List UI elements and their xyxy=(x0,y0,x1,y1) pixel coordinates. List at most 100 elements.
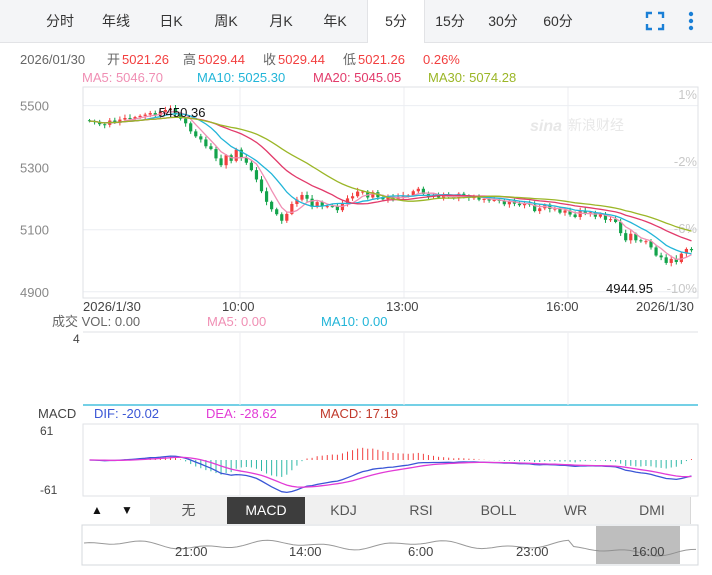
high-annotation: 5450.36 xyxy=(158,105,205,120)
indicator-up-button[interactable]: ▲ xyxy=(82,497,112,524)
ohlc-field: 高 xyxy=(183,52,196,67)
navigator-window[interactable] xyxy=(596,526,680,564)
candle xyxy=(335,203,339,213)
ohlc-field: 5021.26 xyxy=(122,52,169,67)
indicator-macd[interactable]: MACD xyxy=(227,497,306,524)
price-tick-2: 5100 xyxy=(20,223,49,238)
candle xyxy=(194,129,198,138)
macd-dea-line xyxy=(89,456,692,488)
candle xyxy=(310,194,314,210)
indicator-boll[interactable]: BOLL xyxy=(460,497,538,524)
candle xyxy=(209,143,213,151)
ohlc-legend: 2026/01/30 开 5021.26 高 5029.44 收 5029.44 低 5021.… xyxy=(20,52,460,67)
candle xyxy=(239,147,243,161)
svg-text:新浪财经: 新浪财经 xyxy=(568,117,624,133)
candle xyxy=(644,239,648,245)
x-tick-3: 16:00 xyxy=(546,299,579,314)
candle xyxy=(229,153,233,164)
tab-8[interactable]: 15分 xyxy=(435,13,465,29)
indicator-kdj[interactable]: KDJ xyxy=(305,497,383,524)
candle xyxy=(664,254,668,265)
candle xyxy=(416,186,420,195)
indicator-dmi[interactable]: DMI xyxy=(614,497,691,524)
ohlc-field: 5029.44 xyxy=(198,52,245,67)
tab-10[interactable]: 60分 xyxy=(543,13,573,29)
fullscreen-icon[interactable] xyxy=(644,10,666,32)
tab-9[interactable]: 30分 xyxy=(488,13,518,29)
nav-tick-3: 23:00 xyxy=(516,544,549,559)
candle xyxy=(199,133,203,143)
nav-tick-4: 16:00 xyxy=(632,544,665,559)
macd-tick-bottom: -61 xyxy=(40,483,58,497)
indicator-rsi[interactable]: RSI xyxy=(382,497,461,524)
price-tick-0: 5500 xyxy=(20,99,49,114)
candle xyxy=(214,145,218,162)
candle xyxy=(679,252,683,264)
time-navigator[interactable] xyxy=(81,524,699,566)
pct-tick-2: -6% xyxy=(674,221,698,236)
candle xyxy=(264,187,269,206)
nav-tick-1: 14:00 xyxy=(289,544,322,559)
indicator-down-button[interactable]: ▼ xyxy=(112,497,142,524)
vol-ma10-legend: MA10: 0.00 xyxy=(321,314,388,329)
price-tick-3: 4900 xyxy=(20,285,49,300)
candle xyxy=(128,114,132,120)
candle xyxy=(300,191,304,202)
candle xyxy=(629,230,633,244)
more-vertical-icon[interactable] xyxy=(680,10,702,32)
candle xyxy=(219,154,223,168)
candle xyxy=(421,186,425,196)
candle xyxy=(173,104,178,117)
candle xyxy=(249,159,253,172)
candle xyxy=(553,206,557,212)
candle xyxy=(386,194,390,203)
ma20-line xyxy=(89,116,692,242)
candle xyxy=(224,154,228,169)
macd-dif-line xyxy=(89,455,692,494)
x-tick-1: 10:00 xyxy=(222,299,255,314)
macd-dea-legend: DEA: -28.62 xyxy=(206,406,277,421)
macd-title: MACD xyxy=(38,406,76,421)
tab-3[interactable]: 日K xyxy=(159,13,183,29)
nav-tick-2: 6:00 xyxy=(408,544,433,559)
candle xyxy=(624,229,628,243)
candle xyxy=(613,216,618,224)
candle xyxy=(350,192,355,201)
candle xyxy=(204,136,208,149)
vol-legend: 成交 VOL: 0.00 xyxy=(52,314,140,329)
ohlc-field: 开 xyxy=(107,52,120,67)
candle xyxy=(280,212,284,224)
period-tabs: 分时 年线 日K 周K 月K 年K 5分 15分 30分 60分 xyxy=(0,0,712,43)
tab-2[interactable]: 年线 xyxy=(102,13,130,29)
candle xyxy=(254,167,259,183)
candle xyxy=(270,200,274,212)
candle xyxy=(507,199,511,208)
ma-legend-1: MA10: 5025.30 xyxy=(197,70,285,85)
indicator-无[interactable]: 无 xyxy=(150,497,228,524)
candle xyxy=(639,238,643,243)
x-tick-2: 13:00 xyxy=(386,299,419,314)
x-tick-0: 2026/1/30 xyxy=(83,299,141,314)
svg-text:sina: sina xyxy=(530,118,562,135)
tab-5[interactable]: 月K xyxy=(269,13,293,29)
ohlc-field: 2026/01/30 xyxy=(20,52,85,67)
macd-panel xyxy=(82,423,699,497)
candle xyxy=(234,147,238,163)
candle xyxy=(659,252,663,261)
candle xyxy=(684,247,689,257)
ohlc-field: 0.26% xyxy=(423,52,460,67)
nav-tick-0: 21:00 xyxy=(175,544,208,559)
tab-7[interactable]: 5分 xyxy=(367,0,425,43)
candle xyxy=(305,191,309,203)
candle xyxy=(371,190,375,199)
tab-6[interactable]: 年K xyxy=(323,13,347,29)
x-tick-4: 2026/1/30 xyxy=(636,299,694,314)
pct-tick-3: -10% xyxy=(667,281,698,296)
indicator-wr[interactable]: WR xyxy=(537,497,615,524)
candle xyxy=(502,199,506,207)
tab-1[interactable]: 分时 xyxy=(46,13,74,29)
low-annotation: 4944.95 xyxy=(606,281,653,296)
tab-4[interactable]: 周K xyxy=(214,13,238,29)
ohlc-field: 5029.44 xyxy=(278,52,325,67)
kline-chart[interactable]: 2026/01/30 开 5021.26 高 5029.44 收 5029.44 低 5021.… xyxy=(0,42,712,575)
